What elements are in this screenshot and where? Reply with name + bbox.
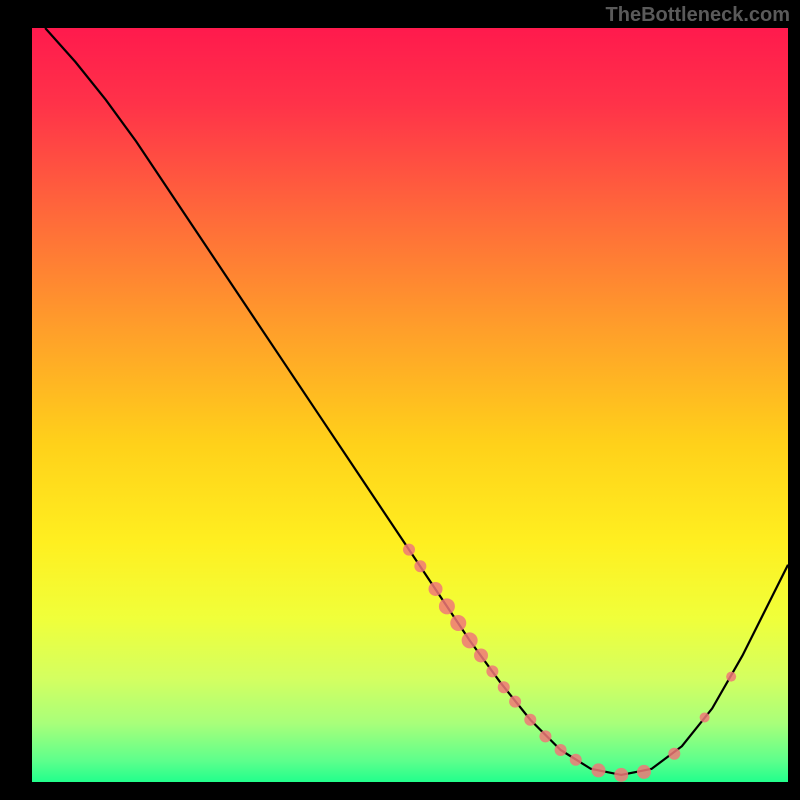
watermark-text: TheBottleneck.com: [606, 4, 790, 27]
plot-area: [30, 28, 788, 784]
data-marker: [592, 763, 606, 777]
chart-frame: TheBottleneck.com: [0, 0, 800, 800]
data-marker: [668, 748, 680, 760]
data-marker: [570, 754, 582, 766]
data-marker: [462, 632, 478, 648]
y-axis-line: [30, 28, 32, 784]
data-markers: [403, 544, 736, 782]
data-marker: [637, 765, 651, 779]
data-marker: [555, 744, 567, 756]
data-marker: [726, 672, 736, 682]
data-marker: [414, 560, 426, 572]
data-marker: [486, 665, 498, 677]
curve-layer: [30, 28, 788, 784]
data-marker: [429, 582, 443, 596]
data-marker: [474, 648, 488, 662]
x-axis-line: [30, 782, 788, 784]
data-marker: [700, 712, 710, 722]
data-marker: [509, 696, 521, 708]
data-marker: [539, 730, 551, 742]
bottleneck-curve: [45, 28, 788, 775]
data-marker: [450, 615, 466, 631]
data-marker: [403, 544, 415, 556]
data-marker: [498, 681, 510, 693]
data-marker: [439, 598, 455, 614]
data-marker: [614, 768, 628, 782]
data-marker: [524, 714, 536, 726]
